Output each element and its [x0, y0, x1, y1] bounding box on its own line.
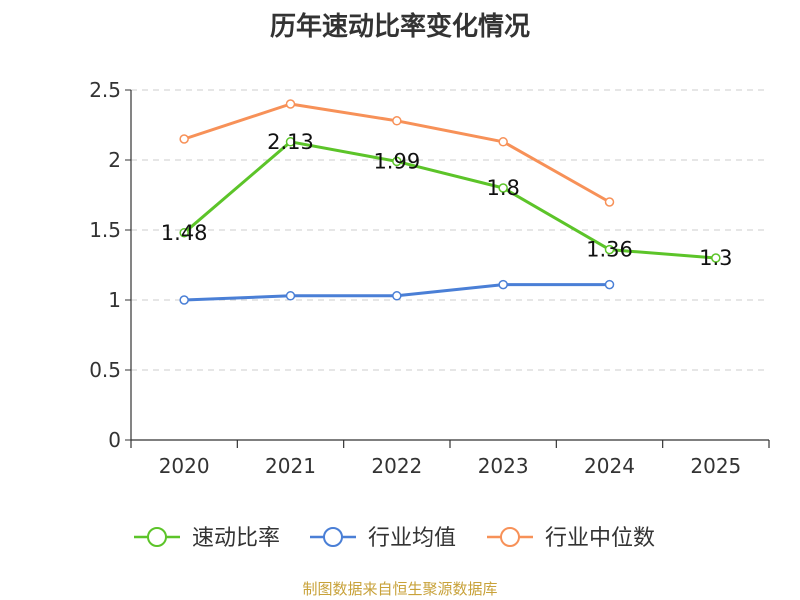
x-tick-label: 2021	[265, 454, 316, 478]
legend-marker	[500, 527, 520, 547]
x-tick-label: 2022	[371, 454, 422, 478]
data-point	[604, 279, 615, 290]
data-point	[179, 295, 189, 305]
data-point	[604, 244, 615, 255]
data-labels: 1.48 2.13 1.99 1.8 1.36 1.3	[161, 130, 733, 270]
data-point	[179, 228, 189, 238]
data-point	[498, 183, 508, 193]
grid-lines	[131, 89, 769, 371]
legend-label: 行业中位数	[545, 526, 655, 551]
data-point	[285, 137, 296, 147]
y-tick-label: 2	[108, 148, 121, 172]
data-label: 2.13	[267, 130, 314, 154]
x-tick-label: 2025	[690, 454, 741, 478]
data-point	[604, 197, 615, 207]
x-tick-label: 2024	[584, 454, 635, 478]
legend-item-industry-median: 行业中位数	[487, 526, 655, 551]
data-label: 1.99	[373, 149, 420, 173]
data-point	[498, 137, 508, 147]
data-point	[392, 291, 402, 301]
series-line	[183, 140, 716, 260]
y-tick-label: 0.5	[89, 358, 121, 382]
data-point	[392, 116, 402, 126]
legend-marker	[323, 527, 343, 547]
data-label: 1.3	[699, 246, 732, 270]
data-point	[392, 156, 402, 167]
data-point	[285, 99, 296, 109]
legend-label: 速动比率	[192, 526, 280, 551]
chart-title: 历年速动比率变化情况	[269, 12, 530, 42]
y-tick-label: 1.5	[89, 218, 121, 242]
series-group	[179, 99, 721, 305]
legend-item-quick-ratio: 速动比率	[134, 526, 280, 551]
data-label: 1.36	[586, 238, 633, 262]
x-tick-label: 2020	[159, 454, 210, 478]
legend-label: 行业均值	[368, 526, 456, 551]
source-note: 制图数据来自恒生聚源数据库	[302, 580, 498, 598]
data-point	[711, 253, 721, 263]
data-point	[498, 279, 508, 290]
data-label: 1.8	[486, 176, 519, 200]
data-point	[179, 134, 189, 144]
legend-marker	[147, 527, 167, 547]
y-tick-label: 0	[108, 428, 121, 452]
legend-item-industry-mean: 行业均值	[310, 526, 456, 551]
data-label: 1.48	[161, 221, 208, 245]
legend: 速动比率 行业均值 行业中位数	[134, 526, 655, 551]
y-tick-label: 2.5	[89, 78, 121, 102]
y-tick-label: 1	[108, 288, 121, 312]
x-tick-label: 2023	[478, 454, 529, 478]
data-point	[285, 291, 296, 301]
axes: 0 0.5 1 1.5 2 2.5 2020 2021 2022 2023 2024 2025	[89, 78, 770, 478]
